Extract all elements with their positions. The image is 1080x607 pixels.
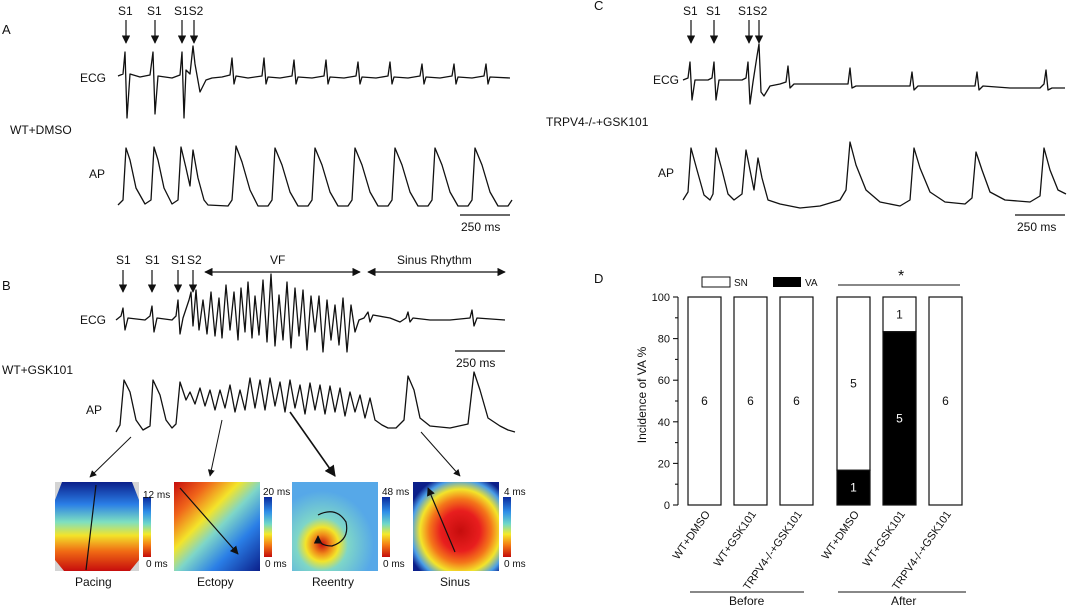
colorbar	[264, 497, 272, 557]
colorbar-max: 12 ms	[143, 490, 170, 501]
panel-label-b: B	[2, 278, 11, 293]
bar-count-label: 6	[793, 394, 800, 408]
group-label-after: After	[891, 594, 916, 607]
colorbar	[503, 497, 511, 557]
colorbar-max: 48 ms	[382, 487, 409, 498]
ecg-trace-b	[115, 273, 506, 353]
x-tick-label: WT+DMSO	[820, 508, 863, 562]
bar-count-label: 1	[896, 307, 903, 321]
y-tick-label: 100	[652, 292, 670, 304]
condition-label: WT+GSK101	[2, 363, 73, 377]
scale-label: 250 ms	[461, 220, 500, 234]
y-tick-label: 80	[658, 334, 670, 346]
activation-map-ectopy	[174, 482, 260, 571]
bar-sn	[882, 296, 917, 333]
propagation-arrow	[85, 484, 97, 571]
stim-label-s1: S1	[116, 253, 131, 267]
legend-swatch-sn	[701, 276, 731, 288]
x-tick-label: WT+GSK101	[861, 509, 908, 569]
bar-sn	[687, 296, 722, 506]
ap-trace-b	[115, 371, 516, 433]
y-tick-label: 20	[658, 458, 670, 470]
stim-label-s1: S1	[171, 253, 186, 267]
y-tick-label: 60	[658, 375, 670, 387]
propagation-arrow	[179, 487, 239, 555]
colorbar-min: 0 ms	[146, 559, 168, 570]
sinus-rhythm-label: Sinus Rhythm	[397, 253, 472, 267]
stim-label-s1: S1	[147, 4, 162, 18]
bar-count-label: 6	[942, 394, 949, 408]
activation-map-sinus	[413, 482, 499, 571]
panel-label-c: C	[594, 0, 603, 13]
connector-arrow	[89, 436, 132, 478]
colorbar-min: 0 ms	[265, 559, 287, 570]
panel-label-a: A	[2, 22, 11, 37]
colorbar	[143, 497, 151, 557]
stim-label-s1s2: S1S2	[738, 4, 768, 18]
bar-count-label: 5	[896, 411, 903, 425]
bar-count-label: 6	[701, 394, 708, 408]
colorbar-max: 4 ms	[504, 487, 526, 498]
stim-label-s1s2: S1S2	[174, 4, 204, 18]
propagation-arrow	[427, 487, 456, 553]
stim-label-s2: S2	[187, 253, 202, 267]
y-axis-label: Incidence of VA %	[635, 346, 649, 443]
ap-trace-c	[682, 141, 1067, 209]
activation-map-reentry	[292, 482, 378, 571]
activation-map-pacing	[55, 482, 139, 571]
colorbar-max: 20 ms	[263, 487, 290, 498]
ecg-label: ECG	[653, 73, 679, 87]
y-tick-label: 40	[658, 417, 670, 429]
stim-label-s1: S1	[118, 4, 133, 18]
stim-label-s1: S1	[145, 253, 160, 267]
map-label-pacing: Pacing	[75, 575, 112, 589]
bar-count-label: 1	[850, 481, 857, 495]
bar-va	[836, 469, 871, 506]
bar-sn	[733, 296, 768, 506]
connector-arrow	[420, 431, 461, 477]
condition-label: WT+DMSO	[10, 123, 72, 137]
legend-label-sn: SN	[734, 278, 748, 289]
ap-label: AP	[89, 167, 105, 181]
bar-chart: 0204060801006WT+DMSO6WT+GSK1016TRPV4-/-+…	[652, 292, 963, 593]
connector-arrow	[207, 419, 223, 477]
x-tick-label: WT+DMSO	[671, 508, 714, 562]
legend: SN VA	[701, 276, 818, 289]
bar-va	[882, 331, 917, 506]
panel-label-d: D	[594, 271, 603, 286]
bar-sn	[779, 296, 814, 506]
legend-label-va: VA	[805, 278, 818, 289]
vf-label: VF	[270, 253, 285, 267]
y-tick-label: 0	[664, 500, 670, 512]
bar-count-label: 6	[747, 394, 754, 408]
x-tick-label: WT+GSK101	[712, 509, 759, 569]
condition-label: TRPV4-/-+GSK101	[546, 115, 649, 129]
significance-star: *	[898, 268, 904, 285]
scale-label: 250 ms	[456, 356, 495, 370]
connector-arrow	[289, 411, 336, 477]
stim-label-s1: S1	[683, 4, 698, 18]
ecg-trace-c	[682, 43, 1065, 105]
colorbar-min: 0 ms	[504, 559, 526, 570]
group-label-before: Before	[729, 594, 765, 607]
ap-label: AP	[86, 403, 102, 417]
ecg-label: ECG	[80, 313, 106, 327]
ecg-trace-a	[117, 45, 511, 119]
bar-count-label: 5	[850, 377, 857, 391]
scale-label: 250 ms	[1017, 220, 1056, 234]
map-label-ectopy: Ectopy	[197, 575, 234, 589]
colorbar-min: 0 ms	[383, 559, 405, 570]
colorbar	[382, 497, 390, 557]
stim-label-s1: S1	[706, 4, 721, 18]
map-label-reentry: Reentry	[312, 575, 354, 589]
map-label-sinus: Sinus	[440, 575, 470, 589]
ecg-label: ECG	[80, 71, 106, 85]
ap-label: AP	[658, 166, 674, 180]
legend-swatch-va	[773, 277, 801, 287]
reentry-arrow	[313, 511, 348, 547]
ap-trace-a	[117, 145, 513, 207]
bar-sn	[928, 296, 963, 506]
